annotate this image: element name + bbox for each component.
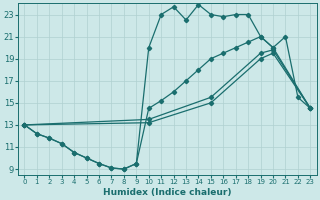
X-axis label: Humidex (Indice chaleur): Humidex (Indice chaleur) — [103, 188, 232, 197]
